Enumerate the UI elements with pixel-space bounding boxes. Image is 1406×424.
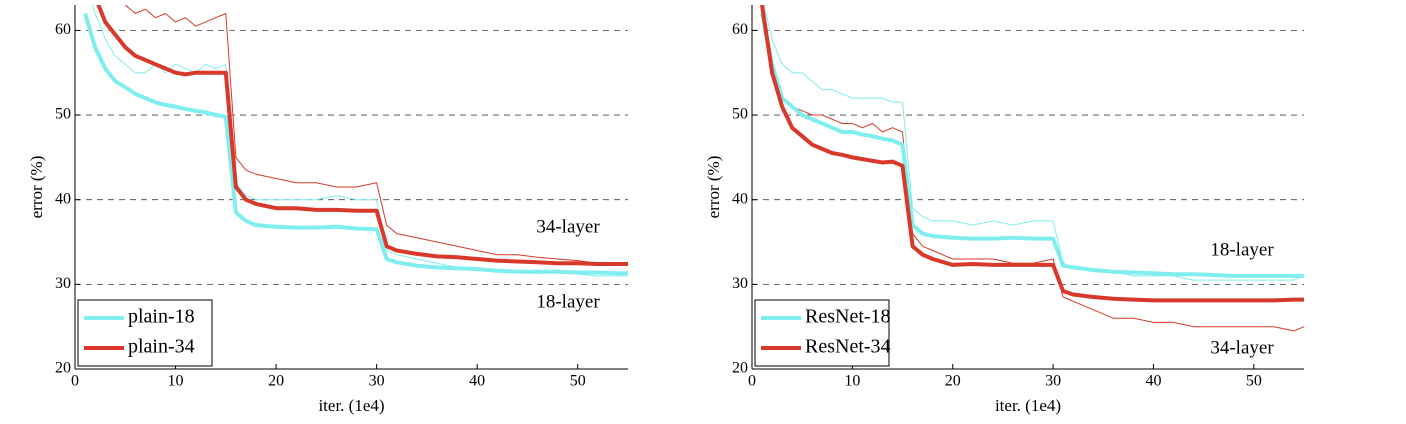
x-tick-label: 50: [1246, 373, 1262, 390]
x-tick-label: 0: [71, 373, 79, 390]
x-tick-label: 30: [1045, 373, 1061, 390]
y-tick-label: 20: [732, 360, 748, 377]
x-tick-label: 0: [748, 373, 756, 390]
series-line: [124, 5, 628, 266]
y-tick-label: 40: [55, 190, 71, 207]
chart: 20 30 40 50 60 0 10 20 30 40 50 iter. (1e4) error (%…: [704, 5, 1304, 415]
series-line: [760, 13, 1304, 278]
y-tick-label: 50: [732, 106, 748, 123]
y-tick-label: 40: [732, 190, 748, 207]
chart: 20 30 40 50 60 0 10 20 30 40 50 iter. (1e4) error (%…: [27, 5, 628, 415]
plot-area: [760, 5, 1304, 332]
x-tick-label: 20: [945, 373, 961, 390]
y-tick-label: 30: [55, 275, 71, 292]
x-axis-label: iter. (1e4): [318, 396, 384, 415]
legend-label: ResNet-34: [805, 336, 891, 358]
legend-label: plain-18: [128, 306, 195, 328]
x-tick-label: 30: [369, 373, 385, 390]
annotation: 18-layer: [1210, 239, 1274, 260]
annotation: 18-layer: [536, 291, 600, 312]
legend-label: plain-34: [128, 336, 195, 358]
annotation: 34-layer: [1210, 337, 1274, 358]
x-axis-label: iter. (1e4): [995, 396, 1061, 415]
x-tick-label: 20: [268, 373, 284, 390]
x-tick-label: 10: [844, 373, 860, 390]
legend-box: [77, 299, 213, 367]
y-tick-label: 20: [55, 360, 71, 377]
plot-area: [83, 5, 628, 277]
legend-label: ResNet-18: [805, 306, 891, 328]
x-tick-label: 10: [168, 373, 184, 390]
series-line: [760, 5, 1304, 303]
series-line: [761, 5, 1304, 332]
legend-box: [754, 299, 890, 367]
y-tick-label: 50: [55, 106, 71, 123]
x-tick-label: 40: [1145, 373, 1161, 390]
y-axis-label: error (%): [27, 156, 46, 219]
series-line: [83, 12, 628, 276]
y-tick-label: 30: [732, 275, 748, 292]
y-tick-label: 60: [55, 21, 71, 38]
x-tick-label: 40: [469, 373, 485, 390]
x-tick-label: 50: [570, 373, 586, 390]
annotation: 34-layer: [536, 216, 600, 237]
series-line: [96, 5, 628, 266]
y-axis-label: error (%): [704, 156, 723, 219]
y-tick-label: 60: [732, 21, 748, 38]
series-line: [763, 5, 1304, 281]
